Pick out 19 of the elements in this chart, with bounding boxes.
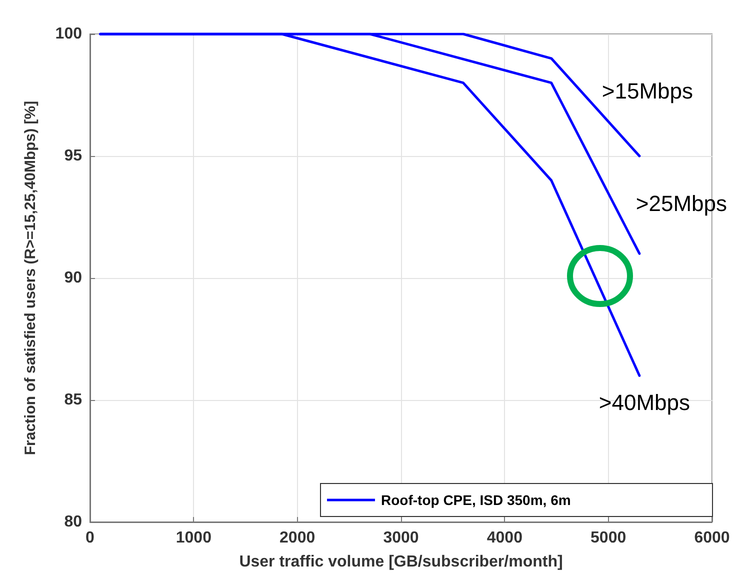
x-axis-title: User traffic volume [GB/subscriber/month]	[239, 554, 563, 570]
x-tick-label: 4000	[486, 530, 523, 546]
x-tick-label: 6000	[694, 530, 730, 546]
series-label: >25Mbps	[636, 191, 727, 216]
x-tick-label: 1000	[176, 530, 212, 546]
x-tick-label: 3000	[383, 530, 419, 546]
series-label: >40Mbps	[598, 390, 690, 416]
legend-box: Roof-top CPE, ISD 350m, 6m	[320, 483, 713, 517]
x-tick-label: 5000	[590, 530, 626, 546]
x-tick-label: 2000	[280, 530, 316, 546]
y-axis-title: Fraction of satisfied users (R>=15,25,40Mbps) [%]	[22, 100, 39, 456]
x-tick-label: 0	[86, 530, 95, 546]
y-tick-label: 80	[64, 514, 82, 530]
y-tick-label: 85	[64, 392, 82, 408]
y-tick-label: 90	[64, 270, 82, 286]
annotation: Roof-top CPE, ISD 350m, 6m	[381, 492, 571, 508]
series-label: >15Mbps	[602, 78, 693, 104]
y-tick-label: 100	[55, 26, 82, 42]
y-tick-label: 95	[64, 148, 82, 164]
